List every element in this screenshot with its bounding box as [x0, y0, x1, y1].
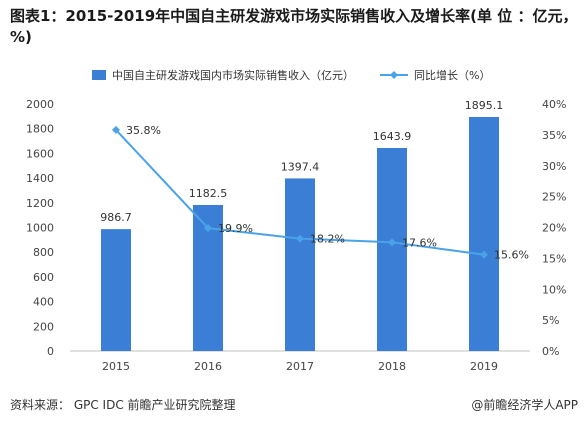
line-value-label: 18.2%: [310, 233, 345, 246]
line-point: [296, 234, 304, 243]
chart-title: 图表1：2015-2019年中国自主研发游戏市场实际销售收入及增长率(单 位 ：…: [10, 7, 578, 46]
y-left-tick-label: 1400: [26, 172, 54, 185]
line-series: 35.8% 19.9% 18.2% 17.6% 15.6%: [112, 124, 529, 262]
bar-value-label: 1643.9: [373, 130, 412, 143]
y-right-tick-label: 40%: [542, 98, 566, 111]
line-value-label: 15.6%: [494, 249, 529, 262]
y-left-tick-label: 200: [33, 320, 54, 333]
brand-credit: @前瞻经济学人APP: [471, 398, 578, 412]
y-right-tick-label: 5%: [542, 314, 559, 327]
legend-bar-label: 中国自主研发游戏国内市场实际销售收入（亿元）: [112, 68, 354, 82]
bar-value-label: 1182.5: [189, 187, 228, 200]
y-right-tick-label: 20%: [542, 222, 566, 235]
y-left-tick-label: 0: [47, 345, 54, 358]
y-left-tick-label: 1600: [26, 147, 54, 160]
y-right-tick-label: 30%: [542, 160, 566, 173]
bar: [469, 116, 499, 352]
line-value-label: 17.6%: [402, 236, 437, 249]
source-note: 资料来源： GPC IDC 前瞻产业研究院整理: [10, 398, 236, 412]
bar: [101, 229, 131, 351]
y-left-tick-label: 1800: [26, 123, 54, 136]
line-point: [112, 125, 120, 134]
x-tick-label: 2016: [194, 360, 222, 373]
y-left-tick-label: 1200: [26, 197, 54, 210]
axes: 0 200 400 600 800 1000 1200 1400 1600 1800 2000 0% 5…: [26, 98, 566, 373]
legend-line-marker: [390, 71, 398, 79]
y-left-tick-label: 600: [33, 271, 54, 284]
y-left-tick-label: 1000: [26, 222, 54, 235]
legend-line-label: 同比增长（%）: [414, 68, 490, 82]
x-tick-label: 2019: [470, 360, 498, 373]
y-right-tick-label: 0%: [542, 345, 559, 358]
x-tick-label: 2015: [102, 360, 130, 373]
x-tick-label: 2018: [378, 360, 406, 373]
legend: 中国自主研发游戏国内市场实际销售收入（亿元） 同比增长（%）: [92, 68, 490, 82]
y-left-tick-label: 400: [33, 296, 54, 309]
bar: [377, 147, 407, 351]
y-left-tick-label: 800: [33, 246, 54, 259]
line-point: [388, 238, 396, 247]
bar-series: 986.7 1182.5 1397.4 1643.9 1895.1: [100, 99, 504, 352]
y-right-tick-label: 25%: [542, 191, 566, 204]
legend-bar-swatch: [92, 70, 106, 80]
line-value-label: 19.9%: [218, 222, 253, 235]
y-right-tick-label: 35%: [542, 129, 566, 142]
line-value-label: 35.8%: [126, 124, 161, 137]
x-tick-label: 2017: [286, 360, 314, 373]
y-right-tick-label: 15%: [542, 252, 566, 265]
line-point: [204, 224, 212, 233]
bar-value-label: 986.7: [100, 211, 132, 224]
bar: [285, 178, 315, 351]
y-right-tick-label: 10%: [542, 283, 566, 296]
bar-value-label: 1895.1: [465, 99, 504, 112]
line-point: [480, 250, 488, 259]
bar-value-label: 1397.4: [281, 160, 320, 173]
y-left-tick-label: 2000: [26, 98, 54, 111]
